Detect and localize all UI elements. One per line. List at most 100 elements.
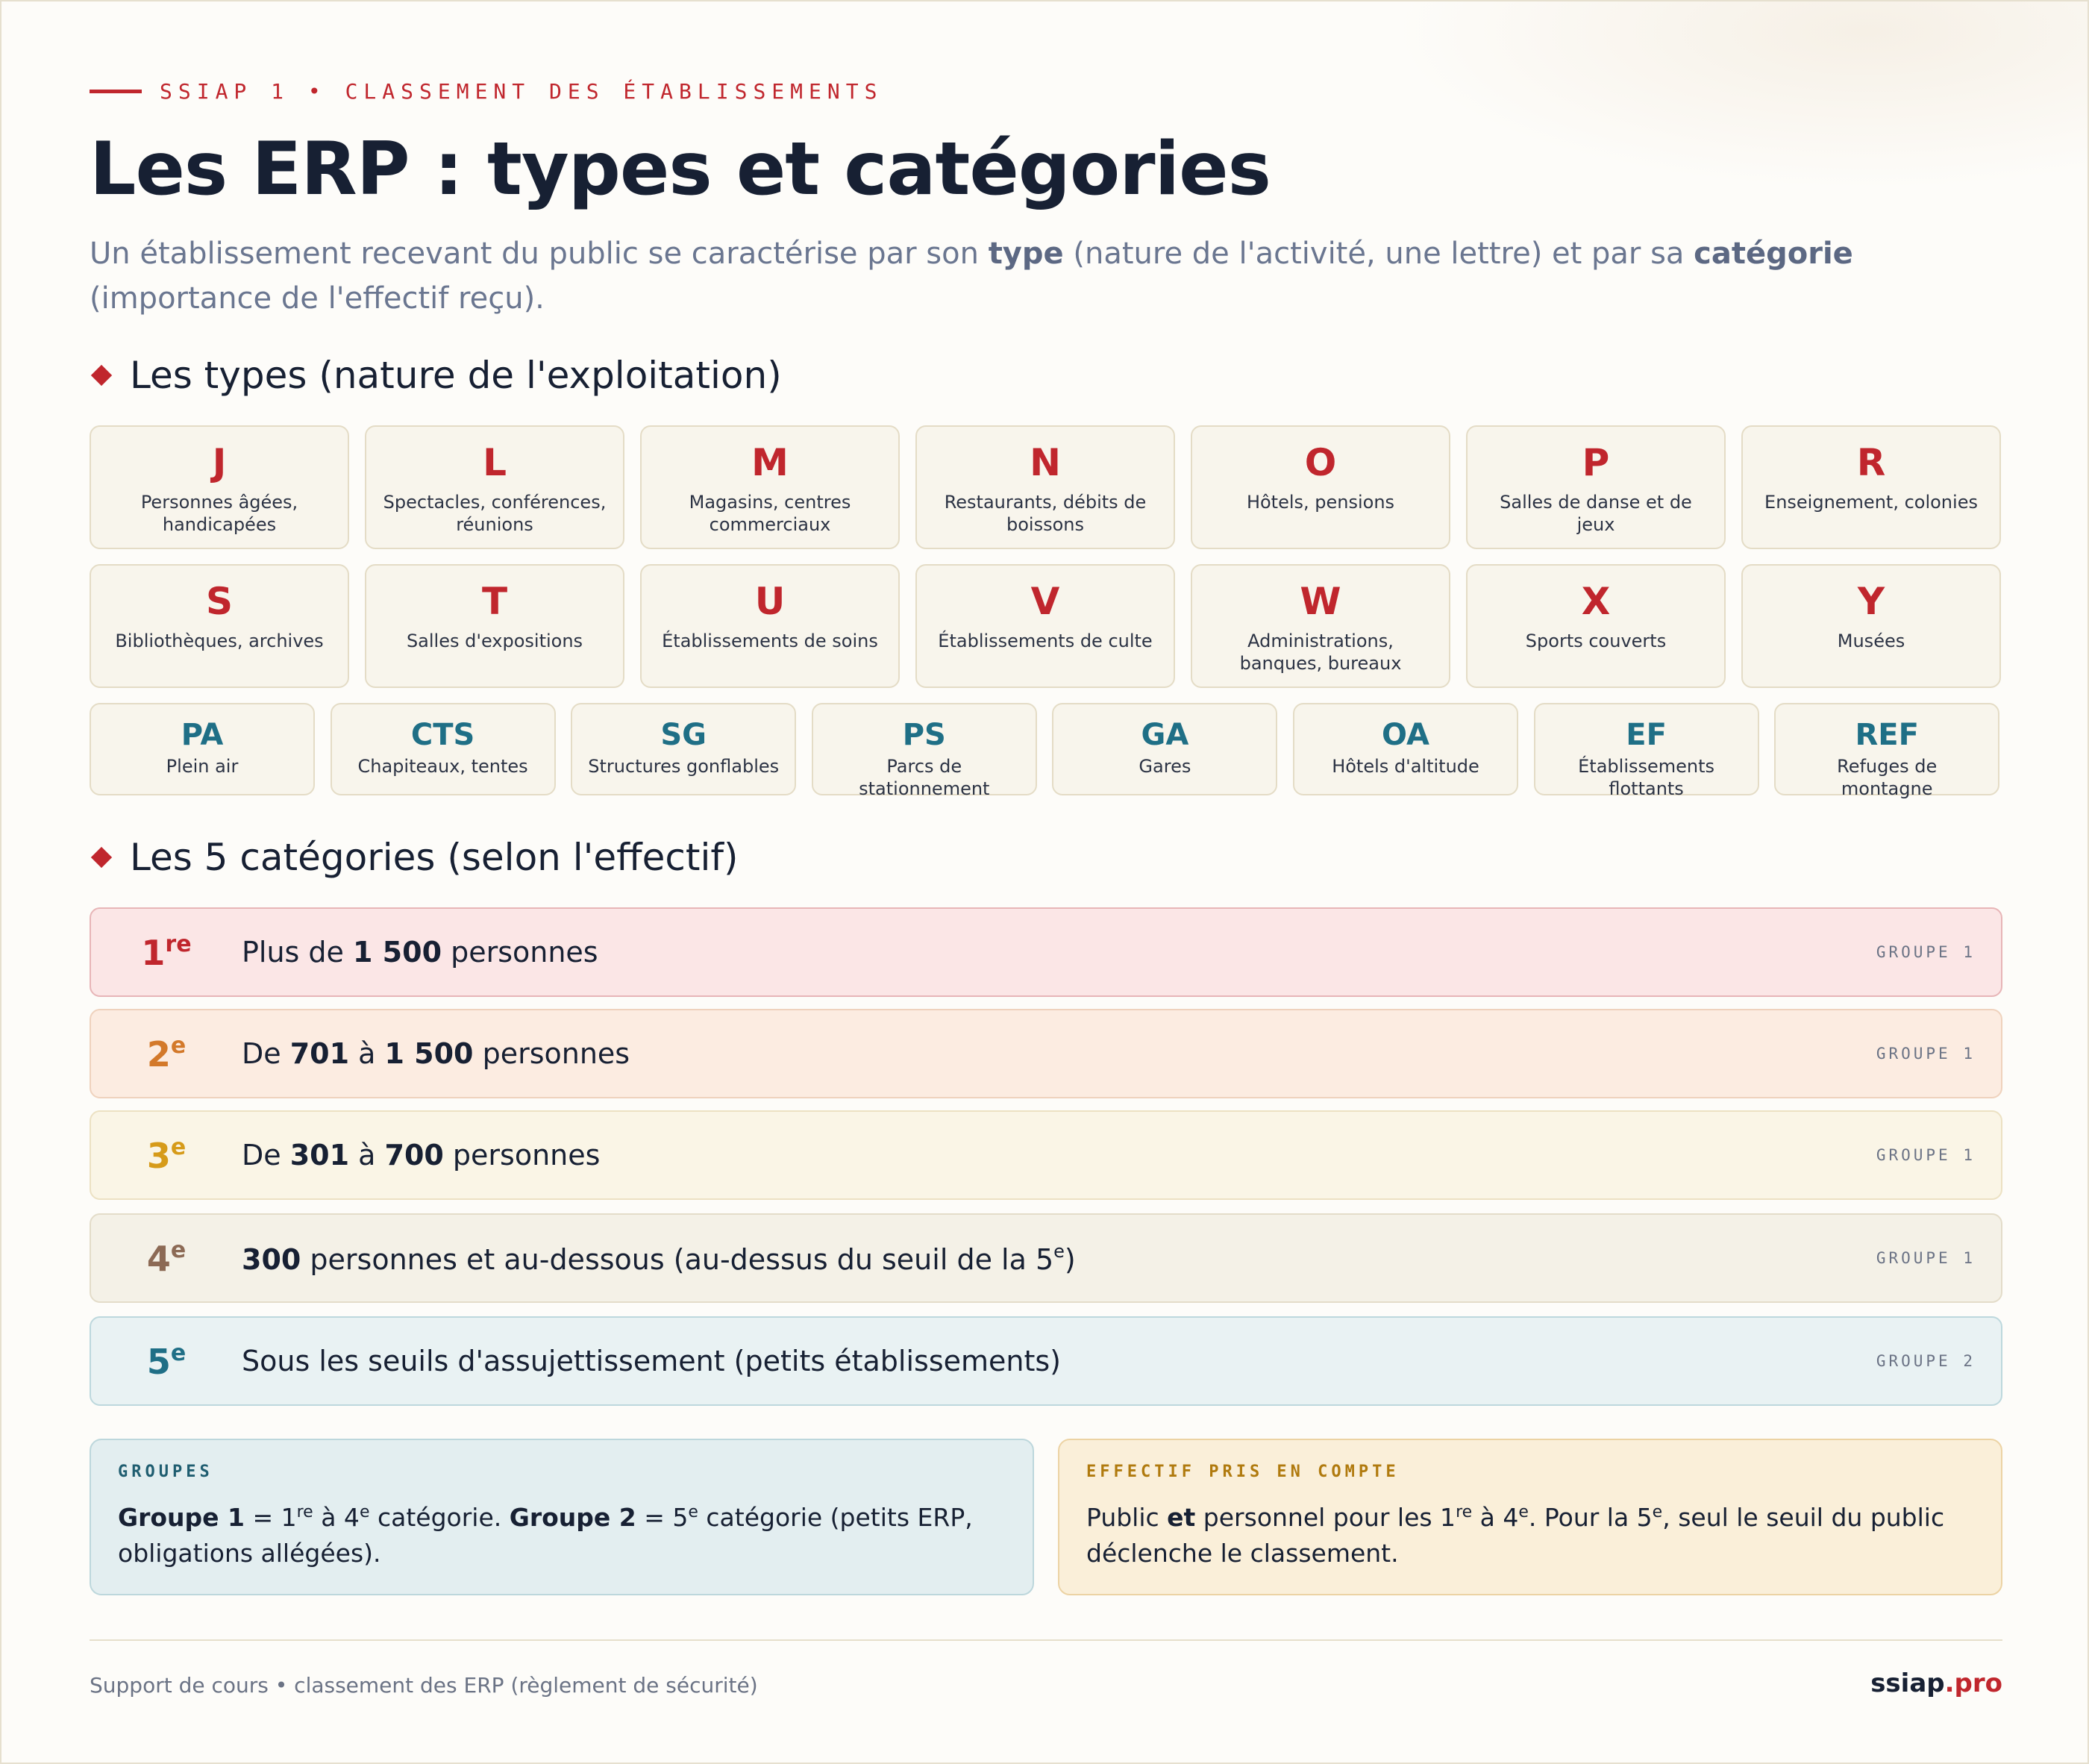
category-text-part: De	[242, 1037, 290, 1070]
type-card-sg: SG Structures gonflables	[571, 703, 797, 795]
type-code: CTS	[410, 718, 475, 752]
type-card-l: L Spectacles, conférences, réunions	[365, 425, 624, 549]
type-code: OA	[1382, 718, 1429, 752]
type-code: Y	[1857, 580, 1885, 623]
intro-text: Un établissement recevant du public se c…	[90, 231, 1932, 321]
type-card-m: M Magasins, centres commerciaux	[640, 425, 900, 549]
type-code: SG	[660, 718, 707, 752]
text-bold: et	[1167, 1503, 1196, 1532]
type-card-ref: REF Refuges de montagne	[1774, 703, 2000, 799]
superscript: e	[359, 1503, 370, 1521]
category-number: 3e	[91, 1134, 242, 1176]
type-card-ps: PS Parcs de stationnement	[811, 703, 1037, 799]
category-text-part: 701	[289, 1037, 350, 1070]
type-card-y: Y Musées	[1741, 564, 2001, 688]
category-text-part: 300	[242, 1242, 301, 1276]
section-title-types-text: Les types (nature de l'exploitation)	[130, 354, 782, 397]
category-number-value: 2	[146, 1034, 171, 1075]
info-box-groups-title: GROUPES	[118, 1463, 213, 1481]
category-description: 300 personnes et au-dessous (au-dessus d…	[242, 1241, 1076, 1276]
category-text-part: )	[1064, 1242, 1076, 1276]
info-box-groups: GROUPES Groupe 1 = 1re à 4e catégorie. G…	[90, 1439, 1034, 1595]
type-description: Gares	[1139, 756, 1191, 777]
text-part: catégorie (petits ERP, obligations allég…	[118, 1503, 973, 1568]
brand-accent: .pro	[1944, 1668, 2002, 1698]
type-card-pa: PA Plein air	[90, 703, 315, 795]
category-text-part: personnes	[443, 1139, 601, 1172]
text-part: Public	[1086, 1503, 1168, 1532]
info-box-groups-body: Groupe 1 = 1re à 4e catégorie. Groupe 2 …	[118, 1495, 1006, 1571]
type-description: Enseignement, colonies	[1764, 492, 1978, 513]
type-description: Personnes âgées, handicapées	[140, 492, 298, 535]
superscript: e	[1518, 1503, 1529, 1521]
type-code: U	[754, 580, 786, 623]
category-number-value: 4	[146, 1239, 171, 1279]
category-text-part: 700	[384, 1139, 444, 1172]
category-number: 5e	[91, 1340, 242, 1382]
intro-part: (importance de l'effectif reçu).	[90, 281, 545, 316]
type-card-ef: EF Établissements flottants	[1533, 703, 1759, 799]
category-text-part: Plus de	[242, 936, 354, 969]
category-description: Sous les seuils d'assujettissement (peti…	[242, 1345, 1061, 1377]
superscript: re	[1456, 1503, 1473, 1521]
section-title-categories: Les 5 catégories (selon l'effectif)	[90, 836, 738, 879]
eyebrow-text: SSIAP 1 • CLASSEMENT DES ÉTABLISSEMENTS	[160, 79, 883, 104]
footer-caption: Support de cours • classement des ERP (r…	[90, 1673, 758, 1698]
type-code: N	[1030, 441, 1061, 484]
category-row-1: 1re Plus de 1 500 personnes GROUPE 1	[90, 907, 2002, 997]
category-text-part: à	[349, 1037, 385, 1070]
category-number-value: 5	[146, 1342, 171, 1382]
intro-part: Un établissement recevant du public se c…	[90, 237, 989, 271]
category-number-suffix: e	[170, 1134, 187, 1160]
section-title-types: Les types (nature de l'exploitation)	[90, 354, 782, 397]
type-code: J	[212, 441, 227, 484]
diamond-bullet-icon	[90, 364, 113, 387]
type-code: PA	[181, 718, 224, 752]
category-text-part: Sous les seuils d'assujettissement (peti…	[242, 1345, 1061, 1377]
category-text-part: 301	[289, 1139, 350, 1172]
text-part: personnel pour les 1	[1195, 1503, 1456, 1532]
type-description: Bibliothèques, archives	[115, 631, 324, 651]
footer-divider	[90, 1639, 2002, 1641]
category-group-badge: GROUPE 1	[1876, 1249, 1976, 1267]
type-card-ga: GA Gares	[1052, 703, 1278, 795]
category-row-2: 2e De 701 à 1 500 personnes GROUPE 1	[90, 1009, 2002, 1098]
superscript: e	[688, 1503, 698, 1521]
type-description: Chapiteaux, tentes	[357, 756, 528, 777]
type-card-w: W Administrations, banques, bureaux	[1191, 564, 1450, 688]
type-code: EF	[1626, 718, 1667, 752]
type-code: X	[1581, 580, 1611, 623]
category-text-part: 1 500	[384, 1037, 474, 1070]
superscript: re	[296, 1503, 313, 1521]
type-description: Magasins, centres commerciaux	[689, 492, 851, 535]
category-text-part: e	[1053, 1240, 1065, 1262]
type-card-o: O Hôtels, pensions	[1191, 425, 1450, 549]
text-part: catégorie.	[369, 1503, 510, 1532]
category-number-suffix: re	[165, 931, 192, 957]
category-number-value: 1	[141, 933, 166, 973]
type-card-j: J Personnes âgées, handicapées	[90, 425, 349, 549]
type-card-x: X Sports couverts	[1466, 564, 1726, 688]
category-number-suffix: e	[170, 1237, 187, 1263]
category-group-badge: GROUPE 1	[1876, 1045, 1976, 1063]
type-description: Établissements flottants	[1578, 756, 1715, 799]
type-description: Hôtels, pensions	[1246, 492, 1395, 513]
category-number: 4e	[91, 1237, 242, 1279]
info-box-effectif-body: Public et personnel pour les 1re à 4e. P…	[1086, 1495, 1974, 1571]
type-code: O	[1304, 441, 1337, 484]
eyebrow: SSIAP 1 • CLASSEMENT DES ÉTABLISSEMENTS	[90, 79, 883, 104]
category-number: 2e	[91, 1033, 242, 1075]
category-number-suffix: e	[170, 1033, 187, 1059]
type-description: Hôtels d'altitude	[1332, 756, 1479, 777]
category-text-part: personnes et au-dessous (au-dessus du se…	[301, 1242, 1054, 1276]
info-box-effectif-title: EFFECTIF PRIS EN COMPTE	[1086, 1463, 1400, 1481]
text-part: = 5	[636, 1503, 689, 1532]
footer-brand: ssiap.pro	[1870, 1668, 2002, 1698]
type-description: Sports couverts	[1525, 631, 1667, 651]
type-description: Salles de danse et de jeux	[1500, 492, 1692, 535]
category-number: 1re	[91, 931, 242, 973]
type-code: T	[481, 580, 508, 623]
type-card-oa: OA Hôtels d'altitude	[1293, 703, 1518, 795]
type-code: S	[205, 580, 233, 623]
